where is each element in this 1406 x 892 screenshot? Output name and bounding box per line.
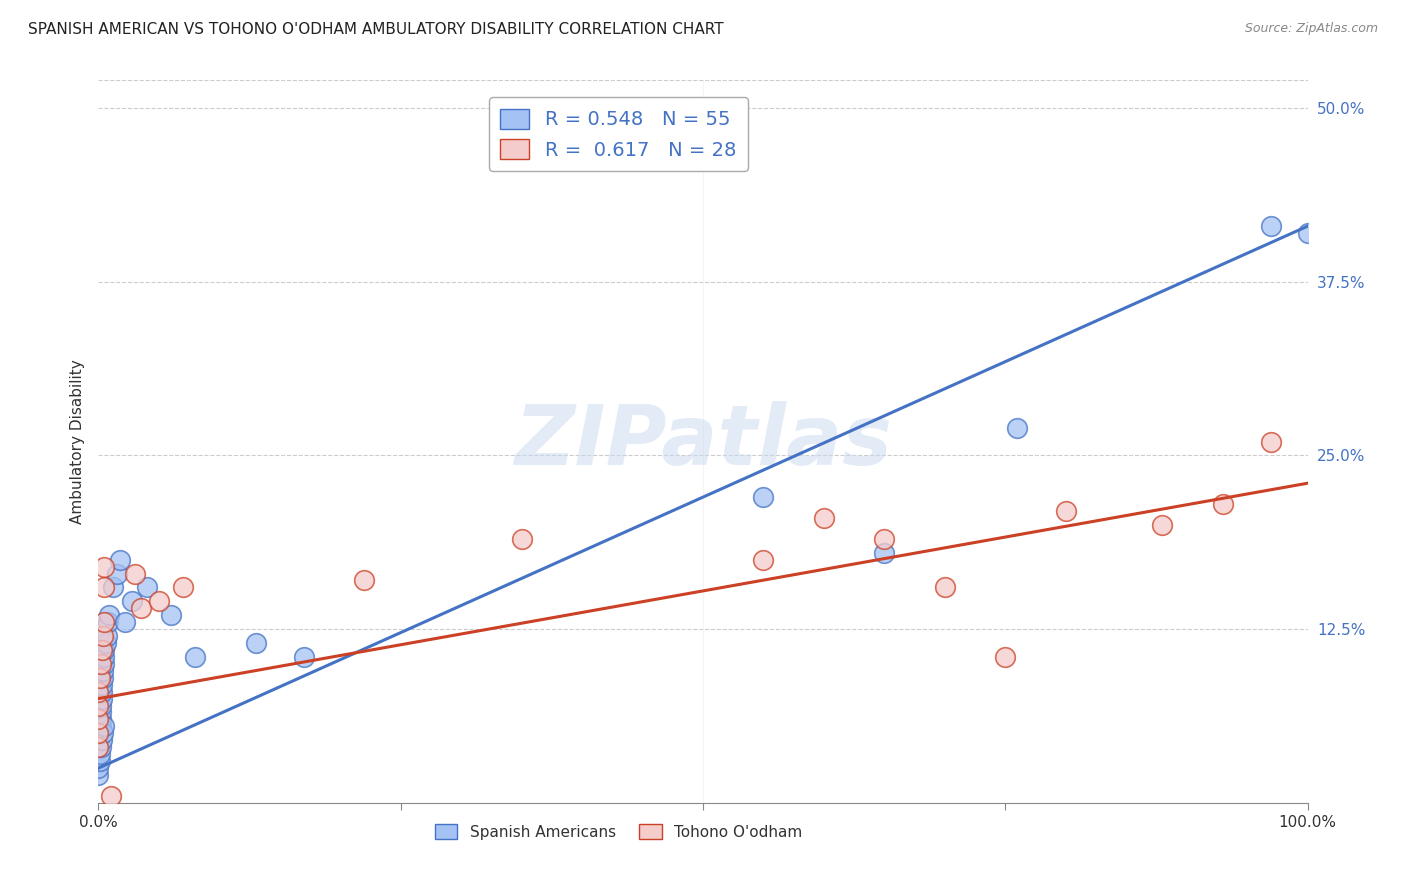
Point — [89, 671, 111, 685]
Point — [105, 566, 128, 581]
Point — [1260, 219, 1282, 234]
Point — [124, 566, 146, 581]
Point — [148, 594, 170, 608]
Point — [813, 511, 835, 525]
Point — [89, 671, 111, 685]
Point — [510, 532, 533, 546]
Point — [96, 629, 118, 643]
Point — [93, 643, 115, 657]
Point — [87, 698, 110, 713]
Point — [89, 664, 111, 678]
Point — [114, 615, 136, 630]
Point — [752, 552, 775, 566]
Point — [89, 747, 111, 761]
Point — [87, 740, 110, 755]
Point — [91, 671, 114, 685]
Point — [87, 713, 110, 727]
Point — [1054, 504, 1077, 518]
Legend: Spanish Americans, Tohono O'odham: Spanish Americans, Tohono O'odham — [429, 818, 808, 846]
Point — [89, 754, 111, 768]
Point — [121, 594, 143, 608]
Point — [135, 581, 157, 595]
Point — [91, 643, 114, 657]
Point — [91, 726, 114, 740]
Point — [91, 684, 114, 698]
Point — [353, 574, 375, 588]
Point — [90, 698, 112, 713]
Point — [91, 733, 114, 747]
Point — [934, 581, 956, 595]
Point — [90, 713, 112, 727]
Point — [101, 581, 124, 595]
Point — [87, 726, 110, 740]
Y-axis label: Ambulatory Disability: Ambulatory Disability — [69, 359, 84, 524]
Text: SPANISH AMERICAN VS TOHONO O'ODHAM AMBULATORY DISABILITY CORRELATION CHART: SPANISH AMERICAN VS TOHONO O'ODHAM AMBUL… — [28, 22, 724, 37]
Point — [89, 643, 111, 657]
Point — [87, 706, 110, 720]
Point — [93, 559, 115, 574]
Point — [87, 726, 110, 740]
Point — [87, 740, 110, 755]
Point — [97, 615, 120, 630]
Point — [90, 657, 112, 671]
Text: Source: ZipAtlas.com: Source: ZipAtlas.com — [1244, 22, 1378, 36]
Point — [873, 532, 896, 546]
Point — [91, 691, 114, 706]
Point — [93, 719, 115, 733]
Point — [184, 649, 207, 664]
Point — [87, 698, 110, 713]
Point — [91, 664, 114, 678]
Point — [1296, 226, 1319, 240]
Point — [160, 608, 183, 623]
Point — [994, 649, 1017, 664]
Point — [1007, 420, 1029, 434]
Point — [93, 615, 115, 630]
Point — [873, 546, 896, 560]
Point — [91, 629, 114, 643]
Point — [1152, 517, 1174, 532]
Point — [87, 761, 110, 775]
Point — [90, 719, 112, 733]
Point — [90, 740, 112, 755]
Point — [93, 581, 115, 595]
Point — [93, 657, 115, 671]
Point — [752, 490, 775, 504]
Point — [108, 552, 131, 566]
Point — [245, 636, 267, 650]
Point — [172, 581, 194, 595]
Point — [87, 740, 110, 755]
Point — [1212, 497, 1234, 511]
Point — [100, 789, 122, 803]
Point — [87, 726, 110, 740]
Point — [98, 608, 121, 623]
Point — [89, 657, 111, 671]
Point — [89, 649, 111, 664]
Point — [94, 636, 117, 650]
Point — [87, 684, 110, 698]
Point — [90, 706, 112, 720]
Point — [87, 691, 110, 706]
Point — [129, 601, 152, 615]
Text: ZIPatlas: ZIPatlas — [515, 401, 891, 482]
Point — [1260, 434, 1282, 449]
Point — [89, 671, 111, 685]
Point — [292, 649, 315, 664]
Point — [87, 713, 110, 727]
Point — [87, 678, 110, 692]
Point — [87, 768, 110, 782]
Point — [87, 684, 110, 698]
Point — [91, 678, 114, 692]
Point — [93, 649, 115, 664]
